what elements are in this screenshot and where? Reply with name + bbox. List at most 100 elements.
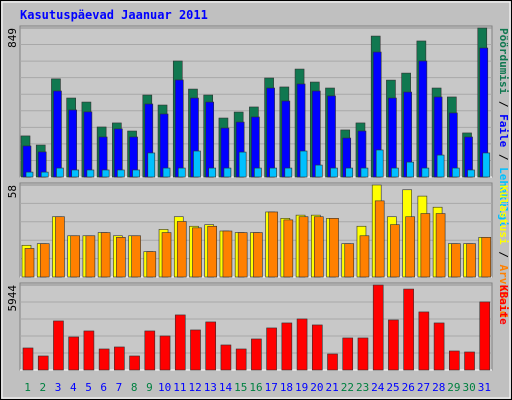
bar (159, 335, 171, 371)
bar (452, 167, 460, 178)
bar (327, 353, 338, 371)
bar (281, 322, 293, 371)
bar (223, 167, 232, 178)
x-tick-label: 18 (280, 381, 293, 394)
x-tick-label: 4 (70, 381, 77, 394)
bar (342, 337, 354, 371)
bar (390, 224, 400, 278)
bar (205, 101, 215, 178)
y-tick-label: 58 (6, 185, 19, 198)
bar (22, 347, 34, 371)
bar (311, 324, 323, 371)
bar (284, 167, 293, 178)
bar (55, 216, 65, 278)
bar (451, 243, 461, 278)
bar (83, 330, 95, 371)
bar (357, 337, 369, 371)
x-tick-label: 20 (310, 381, 323, 394)
bar (174, 314, 186, 371)
bar (467, 169, 475, 178)
x-tick-label: 11 (173, 381, 186, 394)
bar (85, 235, 96, 278)
x-tick-label: 26 (402, 381, 415, 394)
bar (253, 232, 263, 278)
bar (418, 60, 428, 178)
bar (266, 87, 275, 178)
bar (344, 243, 355, 278)
bar (266, 327, 277, 371)
bar (177, 167, 186, 178)
bar (238, 151, 247, 178)
bar (403, 288, 414, 371)
legend: Pöördumisi / Faile / Lehekülgi (497, 28, 510, 227)
chart-title: Kasutuspäevad Jaanuar 2011 (20, 8, 208, 22)
x-tick-label: 6 (100, 381, 107, 394)
bar (205, 321, 217, 371)
bar (449, 112, 458, 178)
x-tick-label: 17 (265, 381, 278, 394)
y-tick-label: 5944 (6, 285, 19, 312)
bar (117, 169, 125, 178)
bar (433, 322, 445, 371)
bar (359, 235, 370, 278)
bar (375, 149, 384, 178)
bar (176, 221, 187, 278)
bar (100, 232, 111, 278)
bar (86, 169, 95, 178)
bar (68, 336, 79, 371)
bar (144, 330, 156, 371)
legend: Külastusi / Arvuteid (497, 185, 510, 317)
bar (435, 213, 446, 278)
bar (192, 227, 202, 278)
bar (132, 169, 140, 178)
bar (329, 218, 339, 278)
bar (116, 237, 126, 278)
y-tick-label: 849 (6, 28, 19, 48)
bar (161, 232, 172, 278)
bar (418, 311, 430, 371)
bar (372, 284, 384, 371)
bar (466, 243, 476, 278)
bar (53, 320, 64, 371)
bar (374, 200, 385, 278)
x-tick-label: 19 (295, 381, 308, 394)
x-tick-label: 29 (447, 381, 460, 394)
x-tick-label: 13 (204, 381, 217, 394)
bar (53, 90, 62, 178)
bar (391, 167, 399, 178)
bar (71, 169, 79, 178)
x-tick-label: 23 (356, 381, 369, 394)
bar (330, 167, 338, 178)
bar (37, 355, 49, 371)
bar (482, 152, 491, 178)
bar (70, 235, 80, 278)
bar (131, 235, 141, 278)
bar (101, 169, 110, 178)
bar (268, 211, 278, 278)
bar (254, 167, 262, 178)
bar (281, 100, 291, 178)
bar (436, 154, 445, 178)
bar (190, 329, 201, 371)
bar (388, 319, 399, 371)
bar (479, 301, 491, 371)
legend: KBaite (497, 285, 510, 325)
bar (420, 213, 431, 278)
bar (296, 318, 308, 371)
x-tick-label: 12 (188, 381, 201, 394)
bar (220, 344, 232, 371)
x-tick-label: 30 (463, 381, 476, 394)
bar (25, 171, 34, 178)
bar (298, 216, 309, 278)
bar (360, 167, 369, 178)
bar (345, 167, 354, 178)
x-tick-label: 2 (40, 381, 47, 394)
x-tick-label: 25 (386, 381, 399, 394)
bar (83, 111, 93, 178)
x-tick-label: 16 (249, 381, 262, 394)
x-tick-label: 31 (478, 381, 491, 394)
bar (388, 97, 397, 178)
legend-separator: / (497, 147, 510, 167)
bar (251, 338, 262, 371)
x-tick-label: 15 (234, 381, 247, 394)
